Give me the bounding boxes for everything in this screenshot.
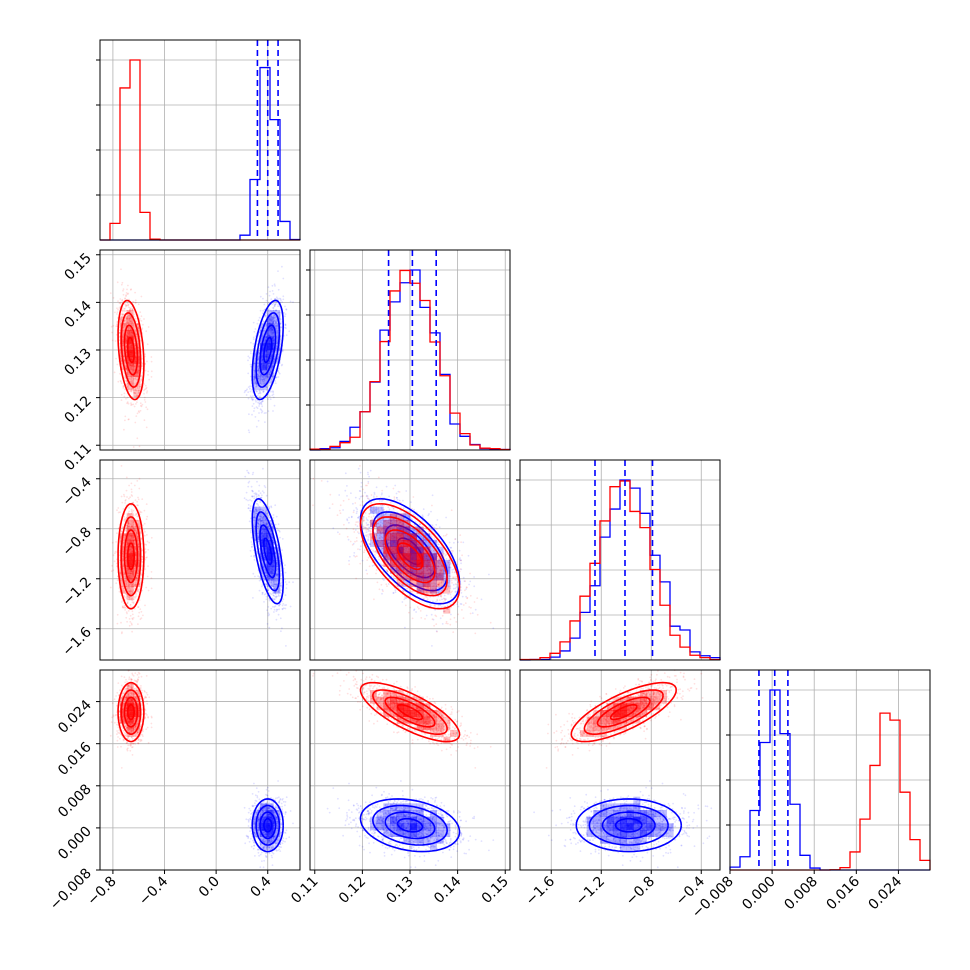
- contour-red-0-3-2: [120, 689, 142, 736]
- y-tick-label-2-1: −1.2: [59, 574, 94, 609]
- x-tick-label-2-1: −1.2: [573, 874, 608, 909]
- contour-red-2-3-0: [609, 703, 638, 721]
- contour-red-0-2-0: [126, 542, 135, 571]
- contour-red-0-3-0: [126, 703, 135, 721]
- contour-red-2-3-1: [596, 696, 651, 728]
- x-tick-label-0-3: 0.4: [248, 873, 275, 900]
- contour-blue-0-1-0: [263, 336, 273, 364]
- contour-red-2-3-3: [570, 681, 677, 743]
- contour-red-1-3-1: [384, 696, 436, 728]
- x-tick-label-1-3: 0.14: [431, 873, 464, 906]
- contour-blue-1-3-1: [384, 811, 436, 840]
- contour-red-0-3-1: [123, 696, 139, 728]
- y-tick-label-1-0: 0.11: [61, 441, 94, 474]
- contour-red-1-2-0: [396, 542, 424, 571]
- contour-blue-0-3-2: [255, 804, 281, 846]
- x-tick-label-0-1: −0.4: [136, 873, 171, 908]
- histogram-panel-3: [726, 669, 931, 871]
- y-tick-label-1-3: 0.14: [61, 298, 94, 331]
- x-tick-label-1-2: 0.13: [383, 874, 416, 907]
- contour-blue-0-3-1: [259, 811, 277, 840]
- contour-blue-0-2-3: [251, 498, 284, 605]
- scatter-panel-1-2: [309, 459, 511, 661]
- x-tick-label-3-3: 0.016: [823, 873, 863, 913]
- histogram-step-red-2: [519, 480, 721, 661]
- contour-red-1-3-2: [372, 689, 448, 735]
- contour-blue-0-2-0: [263, 537, 273, 566]
- y-tick-label-2-2: −0.8: [59, 524, 94, 559]
- contour-red-1-3-3: [359, 681, 461, 743]
- contour-blue-2-3-1: [601, 811, 656, 840]
- y-tick-label-3-3: 0.016: [55, 739, 95, 779]
- x-tick-label-3-1: 0.000: [739, 874, 779, 914]
- contour-blue-0-1-3: [251, 299, 284, 401]
- contour-blue-0-3-0: [263, 817, 273, 833]
- contour-blue-1-3-0: [396, 817, 424, 833]
- x-tick-label-1-4: 0.15: [479, 874, 512, 907]
- contour-red-0-1-0: [126, 336, 135, 364]
- contour-blue-0-1-1: [259, 324, 277, 376]
- y-tick-label-1-2: 0.13: [61, 346, 94, 379]
- histogram-panel-0: [96, 39, 301, 241]
- scatter-panel-2-3: [519, 669, 721, 871]
- contour-red-1-3-0: [396, 703, 424, 721]
- x-tick-label-3-4: 0.024: [866, 873, 906, 913]
- contour-blue-0-3-3: [251, 798, 284, 853]
- contour-red-2-3-2: [583, 689, 664, 736]
- x-tick-label-2-2: −0.8: [623, 874, 658, 909]
- contour-red-0-1-3: [117, 299, 145, 401]
- histogram-panel-2: [516, 459, 721, 661]
- y-tick-label-1-4: 0.15: [61, 250, 94, 283]
- y-tick-label-2-0: −1.6: [59, 624, 94, 659]
- scatter-panel-1-3: [309, 669, 511, 871]
- contour-red-0-2-2: [120, 516, 142, 597]
- scatter-panel-0-1: [99, 249, 301, 451]
- contour-blue-1-3-3: [359, 798, 461, 853]
- x-tick-label-0-2: 0.0: [196, 874, 223, 901]
- contour-blue-2-3-3: [575, 798, 683, 853]
- contour-blue-2-3-0: [614, 817, 643, 833]
- contour-red-0-1-2: [120, 312, 142, 388]
- y-tick-label-3-0: −0.008: [47, 866, 95, 914]
- histogram-step-red-1: [309, 269, 511, 451]
- contour-blue-0-2-1: [259, 524, 277, 579]
- contour-blue-2-3-2: [588, 804, 669, 846]
- contour-red-1-2-3: [359, 503, 461, 610]
- x-tick-label-3-2: 0.008: [781, 874, 821, 914]
- scatter-panel-0-3: [99, 669, 301, 871]
- contour-blue-0-2-2: [255, 511, 281, 592]
- contour-red-1-2-1: [384, 529, 436, 584]
- contour-red-1-2-2: [372, 516, 448, 597]
- x-tick-label-1-0: 0.11: [288, 874, 321, 907]
- contour-blue-0-1-2: [255, 312, 281, 388]
- y-tick-label-3-2: 0.008: [55, 781, 95, 821]
- contour-red-0-2-3: [117, 503, 145, 610]
- histogram-panel-1: [306, 249, 511, 451]
- contour-blue-1-3-2: [372, 804, 448, 846]
- x-tick-label-1-1: 0.12: [336, 874, 369, 907]
- contour-red-0-1-1: [123, 324, 139, 376]
- x-tick-label-2-0: −1.6: [523, 873, 558, 908]
- y-tick-label-2-3: −0.4: [59, 474, 94, 509]
- contour-red-0-3-3: [117, 681, 145, 743]
- contour-red-0-2-1: [123, 529, 139, 584]
- scatter-panel-0-2: [99, 459, 301, 661]
- y-tick-label-3-4: 0.024: [55, 697, 95, 737]
- y-tick-label-1-1: 0.12: [61, 393, 94, 426]
- y-tick-label-3-1: 0.000: [55, 823, 95, 863]
